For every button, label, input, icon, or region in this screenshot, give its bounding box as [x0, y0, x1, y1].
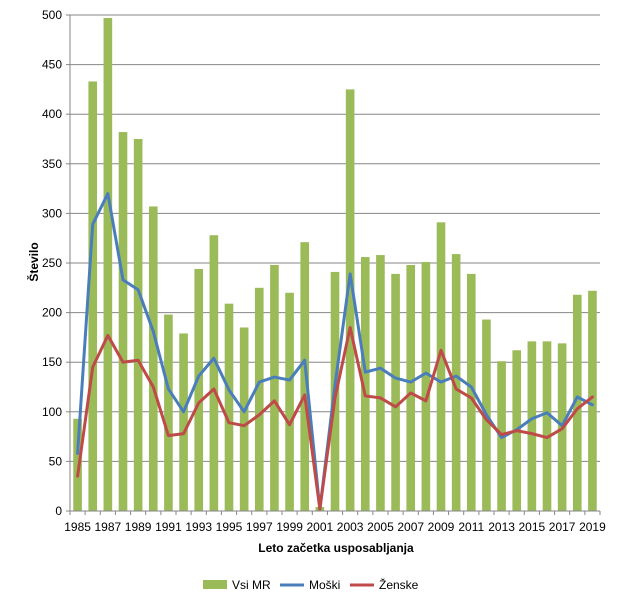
bar	[376, 255, 385, 511]
x-tick-label: 1989	[125, 520, 152, 534]
x-tick-label: 2009	[428, 520, 455, 534]
y-tick-label: 250	[42, 256, 62, 270]
legend: Vsi MR Moški Ženske	[203, 577, 419, 592]
grid-lines	[70, 14, 600, 462]
series-line	[76, 192, 594, 511]
bar	[421, 262, 431, 511]
bars	[73, 17, 597, 512]
bar	[391, 273, 400, 511]
x-tick-label: 1991	[155, 520, 182, 534]
bar	[588, 290, 597, 511]
bar	[542, 341, 552, 511]
bar	[406, 264, 416, 511]
x-tick-label: 2007	[397, 520, 424, 534]
legend-label: Ženske	[379, 577, 419, 592]
y-tick-label: 0	[55, 504, 62, 518]
x-tick-labels: 1985 1987 1989 1991 1993 1995 1997 1999 2001 2003…	[64, 520, 606, 534]
bar	[451, 254, 461, 511]
bar	[88, 81, 98, 512]
y-tick-label: 500	[42, 8, 62, 22]
y-tick-label: 200	[42, 306, 62, 320]
x-tick-label: 2013	[488, 520, 515, 534]
bar	[103, 17, 113, 511]
x-axis-title: Leto začetka usposabljanja	[258, 541, 414, 555]
y-tick-label: 300	[42, 206, 62, 220]
x-tick-label: 1997	[246, 520, 273, 534]
series-line	[76, 325, 594, 511]
x-tick-label: 2001	[307, 520, 334, 534]
x-tick-label: 1999	[276, 520, 303, 534]
bar	[270, 264, 279, 511]
x-tick-label: 2003	[337, 520, 364, 534]
x-tick-label: 2011	[458, 520, 484, 534]
bar	[179, 333, 188, 511]
bar	[194, 268, 204, 511]
bar	[466, 273, 476, 511]
x-tick-label: 1987	[95, 520, 122, 534]
bar	[572, 294, 582, 511]
bar	[360, 257, 370, 511]
bar	[148, 206, 158, 511]
x-tick-label: 2019	[579, 520, 606, 534]
y-tick-label: 450	[42, 58, 62, 72]
legend-label: Vsi MR	[232, 578, 271, 592]
bar	[345, 89, 355, 512]
legend-label: Moški	[309, 578, 340, 592]
bar	[209, 235, 219, 511]
lines	[76, 192, 594, 511]
y-tick-label: 50	[49, 454, 63, 468]
bar	[527, 341, 537, 511]
x-tick-label: 1995	[216, 520, 243, 534]
x-tick-label: 1993	[185, 520, 212, 534]
y-tick-labels: 0 50 100 150 200 250 300 350 400 450 500	[42, 8, 62, 518]
bar	[164, 314, 173, 511]
x-tick-label: 1985	[64, 520, 91, 534]
bar	[118, 132, 128, 511]
bar	[224, 303, 234, 511]
x-tick-label: 2005	[367, 520, 394, 534]
legend-swatch	[203, 580, 227, 589]
y-tick-label: 400	[42, 107, 62, 121]
axes	[66, 14, 601, 515]
y-tick-label: 100	[42, 405, 62, 419]
x-tick-label: 2015	[519, 520, 546, 534]
bar	[300, 242, 310, 511]
y-tick-label: 350	[42, 157, 62, 171]
x-tick-label: 2017	[549, 520, 576, 534]
bar	[239, 327, 249, 511]
bar	[133, 139, 143, 511]
bar	[436, 222, 446, 511]
y-tick-label: 150	[42, 355, 62, 369]
y-axis-title: Število	[26, 242, 41, 281]
bar	[285, 292, 294, 511]
bar	[254, 287, 264, 511]
bar	[73, 418, 82, 511]
